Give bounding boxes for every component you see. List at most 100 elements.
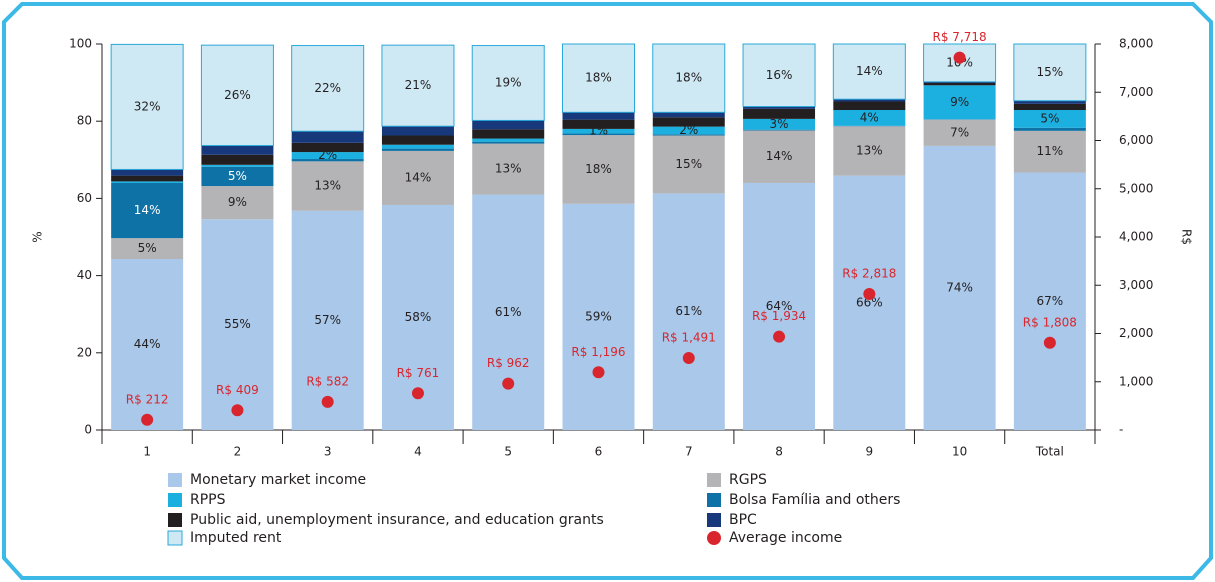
segment-label: 57%	[314, 313, 341, 327]
y-axis-label: %	[31, 231, 45, 242]
y2-tick-label: -	[1119, 423, 1123, 437]
bar-segment	[652, 117, 725, 127]
y2-tick-label: 7,000	[1119, 85, 1153, 99]
bar-segment	[562, 119, 635, 129]
bar-segment	[1013, 103, 1086, 111]
bar-segment	[562, 135, 635, 204]
bar-segment	[1013, 43, 1087, 102]
segment-label: 44%	[134, 337, 161, 351]
bar-segment	[472, 141, 545, 144]
income-label: R$ 1,934	[752, 309, 806, 323]
segment-label: 14%	[856, 64, 883, 78]
bar-segment	[652, 126, 725, 135]
bar-segment	[201, 166, 274, 187]
segment-label: 15%	[1037, 65, 1064, 79]
bar-segment	[472, 120, 545, 130]
y-tick-label: 20	[77, 345, 92, 359]
legend-swatch	[167, 530, 183, 546]
bar-segment	[291, 159, 364, 162]
income-dot	[141, 413, 154, 426]
bar-segment	[833, 126, 906, 176]
legend-swatch	[707, 473, 721, 487]
bar-segment	[923, 82, 996, 86]
income-dot	[321, 395, 334, 408]
segment-label: 7%	[950, 125, 969, 139]
income-dot	[773, 330, 786, 343]
bar-segment	[111, 181, 184, 183]
bar-segment	[743, 130, 816, 183]
y2-tick-label: 1,000	[1119, 374, 1153, 388]
segment-label: 55%	[224, 317, 251, 331]
x-tick-label: 6	[595, 445, 603, 459]
bar-segment	[652, 43, 726, 113]
segment-label: 18%	[585, 71, 612, 85]
bar-segment	[291, 142, 364, 153]
legend-marker	[707, 531, 721, 545]
bar-segment	[833, 175, 906, 430]
legend-label: BPC	[729, 512, 757, 528]
segment-label: 14%	[405, 170, 432, 184]
x-tick-label: 2	[234, 445, 242, 459]
income-dot	[863, 288, 876, 301]
legend-swatch	[168, 513, 182, 527]
bar-segment	[381, 126, 454, 136]
y2-axis-label: R$	[1180, 229, 1194, 245]
segment-label: 13%	[314, 179, 341, 193]
bar-segment	[200, 44, 274, 147]
legend-swatch	[707, 493, 721, 507]
segment-label: 61%	[675, 304, 702, 318]
segment-label: 5%	[138, 241, 157, 255]
segment-label: 13%	[495, 162, 522, 176]
x-tick-label: 1	[143, 445, 151, 459]
y2-tick-label: 8,000	[1119, 37, 1153, 51]
bar-segment	[562, 128, 635, 134]
bar-segment	[743, 118, 816, 130]
bar-segment	[1013, 100, 1086, 104]
bar-segment	[201, 164, 274, 167]
segment-label: 9%	[228, 195, 247, 209]
income-label: R$ 212	[126, 392, 169, 406]
income-label: R$ 2,818	[842, 267, 896, 281]
x-tick-label: 4	[414, 445, 422, 459]
bar-segment	[110, 43, 184, 170]
segment-label: 15%	[675, 157, 702, 171]
bar-segment	[1013, 110, 1086, 128]
legend-label: Monetary market income	[190, 472, 366, 488]
bar-segment	[652, 135, 725, 194]
bar-segment	[1013, 172, 1086, 430]
legend-label: Public aid, unemployment insurance, and …	[190, 512, 604, 528]
bar-segment	[111, 259, 184, 430]
bar-segment	[1013, 130, 1086, 173]
bar-segment	[562, 112, 635, 120]
segment-label: 61%	[495, 305, 522, 319]
bar-segment	[472, 194, 545, 430]
y2-tick-label: 2,000	[1119, 326, 1153, 340]
bar-segment	[111, 182, 184, 239]
bar-segment	[111, 238, 184, 260]
income-dot	[953, 51, 966, 64]
bar-segment	[562, 203, 635, 430]
legend-label: RGPS	[729, 472, 767, 488]
bar-segment	[291, 45, 365, 132]
income-label: R$ 761	[397, 366, 440, 380]
y-tick-label: 80	[77, 114, 92, 128]
bar-segment	[291, 152, 364, 160]
bar-segment	[381, 144, 454, 149]
income-label: R$ 1,808	[1023, 315, 1077, 329]
segment-label: 5%	[1040, 111, 1059, 125]
bar-segment	[923, 81, 996, 83]
y2-tick-label: 4,000	[1119, 230, 1153, 244]
income-label: R$ 582	[306, 374, 349, 388]
bar-segment	[472, 129, 545, 139]
segment-label: 14%	[134, 203, 161, 217]
y-tick-label: 60	[77, 191, 92, 205]
segment-label: 21%	[405, 78, 432, 92]
bar-segment	[291, 131, 364, 143]
segment-label: 22%	[314, 81, 341, 95]
y2-tick-label: 6,000	[1119, 133, 1153, 147]
bar-segment	[201, 154, 274, 165]
legend-swatch	[168, 493, 182, 507]
y-tick-label: 100	[69, 37, 92, 51]
bar-segment	[742, 43, 816, 108]
segment-label: 9%	[950, 95, 969, 109]
